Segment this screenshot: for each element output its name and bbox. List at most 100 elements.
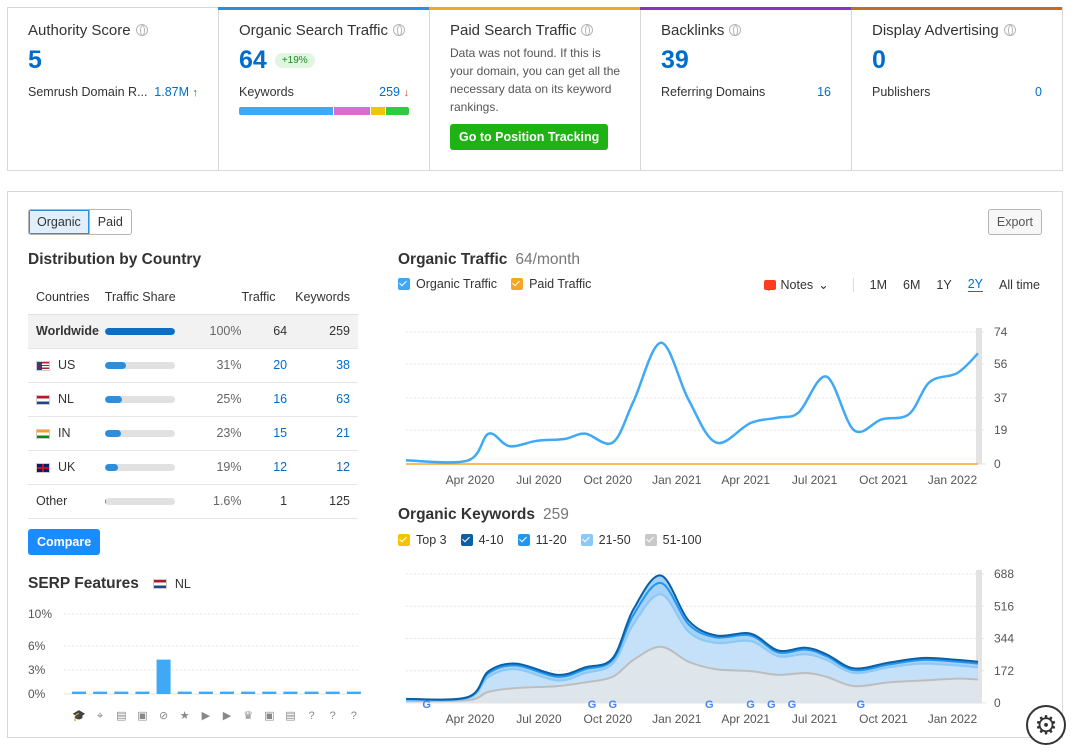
display-advertising-card[interactable]: Display Advertising 0 Publishers 0: [851, 7, 1062, 170]
serp-bar: [346, 691, 361, 694]
period-1m[interactable]: 1M: [869, 277, 888, 292]
tab-organic[interactable]: Organic: [29, 210, 90, 234]
globe-icon: [135, 24, 148, 36]
x-tick-label: Apr 2020: [446, 473, 495, 487]
traffic-cell[interactable]: 1: [241, 484, 296, 519]
serp-bar: [283, 691, 298, 694]
display-advertising-value[interactable]: 0: [872, 45, 886, 74]
compare-button[interactable]: Compare: [28, 529, 101, 555]
legend-item[interactable]: 4-10: [460, 533, 504, 547]
traffic-cell[interactable]: 12: [241, 450, 296, 485]
period-1y[interactable]: 1Y: [936, 277, 952, 292]
us-flag-icon: [36, 360, 50, 371]
y-tick-label: 688: [994, 567, 1014, 581]
legend-item[interactable]: 21-50: [580, 533, 631, 547]
semrush-rank-value[interactable]: 1.87M: [154, 85, 190, 99]
serp-bar: [220, 691, 234, 694]
document-icon: ▤: [116, 710, 126, 722]
period-all-time[interactable]: All time: [999, 277, 1040, 292]
authority-score-value[interactable]: 5: [28, 45, 42, 74]
referring-domains-value[interactable]: 16: [817, 85, 831, 99]
checkbox-icon[interactable]: [398, 534, 410, 546]
google-update-icon: G: [746, 699, 755, 711]
table-row[interactable]: Worldwide 100% 64 259: [28, 314, 358, 349]
y-tick-label: 0: [994, 696, 1001, 710]
traffic-cell[interactable]: 64: [241, 314, 296, 349]
legend-item[interactable]: 11-20: [517, 533, 567, 547]
traffic-cell[interactable]: 16: [241, 382, 296, 417]
keyword-bar-segment: [333, 107, 371, 115]
organic-keywords-subtitle: 259: [542, 506, 569, 523]
organic-traffic-chart-title: Organic Traffic: [398, 251, 508, 268]
checkbox-icon[interactable]: [517, 534, 530, 546]
keywords-cell[interactable]: 21: [295, 416, 358, 451]
google-update-icon: G: [588, 699, 597, 711]
backlinks-value[interactable]: 39: [661, 45, 689, 74]
legend-organic-traffic[interactable]: Organic Traffic: [398, 277, 497, 291]
legend-item[interactable]: 51-100: [644, 533, 702, 547]
keyword-bar-segment: [239, 107, 333, 115]
go-to-position-tracking-button[interactable]: Go to Position Tracking: [450, 124, 609, 150]
overview-panel: Organic Paid Export Distribution by Coun…: [7, 191, 1063, 738]
checkbox-icon[interactable]: [460, 534, 473, 546]
checkbox-icon[interactable]: [580, 534, 593, 546]
keywords-distribution-bar[interactable]: [239, 107, 409, 115]
table-row[interactable]: Other 1.6% 1 125: [28, 484, 358, 519]
keywords-cell[interactable]: 63: [295, 382, 358, 417]
traffic-share-bar: [104, 464, 175, 472]
period-2y[interactable]: 2Y: [967, 277, 984, 292]
crown-icon: ♛: [243, 710, 253, 722]
country-cell[interactable]: US: [28, 348, 105, 383]
backlinks-card[interactable]: Backlinks 39 Referring Domains 16: [640, 7, 851, 170]
play-icon: ▶: [202, 710, 211, 722]
organic-traffic-value[interactable]: 64: [239, 45, 267, 74]
share-percent: 19%: [206, 450, 242, 485]
export-button[interactable]: Export: [987, 209, 1042, 235]
table-row[interactable]: UK 19% 12 12: [28, 450, 358, 485]
settings-gear-icon[interactable]: ⚙: [1026, 705, 1066, 745]
authority-score-card[interactable]: Authority Score 5 Semrush Domain R... 1.…: [8, 8, 218, 170]
country-cell[interactable]: IN: [28, 416, 105, 451]
keywords-cell[interactable]: 12: [295, 450, 358, 485]
card-accent-bar: [429, 7, 640, 10]
keywords-cell[interactable]: 125: [295, 484, 358, 519]
y-tick-label: 6%: [28, 639, 46, 653]
keywords-cell[interactable]: 259: [295, 314, 358, 349]
serp-country: NL: [174, 577, 191, 591]
tab-paid[interactable]: Paid: [97, 215, 123, 229]
checkbox-icon[interactable]: [644, 534, 657, 546]
table-row[interactable]: NL 25% 16 63: [28, 382, 358, 417]
publishers-value[interactable]: 0: [1035, 85, 1042, 99]
checkbox-icon[interactable]: [511, 278, 524, 290]
legend-paid-traffic[interactable]: Paid Traffic: [511, 277, 591, 291]
publishers-label: Publishers: [872, 85, 931, 99]
country-cell[interactable]: UK: [28, 450, 105, 485]
x-tick-label: Jan 2021: [652, 712, 702, 726]
keywords-cell[interactable]: 38: [295, 348, 358, 383]
x-tick-label: Oct 2020: [584, 473, 633, 487]
share-percent: 25%: [206, 382, 242, 417]
table-row[interactable]: IN 23% 15 21: [28, 416, 358, 451]
series-area-51-100: [406, 646, 978, 703]
traffic-cell[interactable]: 20: [241, 348, 296, 383]
organic-traffic-chart[interactable]: 0 19 37 56 74 Apr 2020 Jul 2020 Oct 2020 Jan 202…: [398, 310, 1038, 490]
x-tick-label: Jul 2020: [516, 473, 562, 487]
organic-paid-toggle[interactable]: Organic Paid: [28, 209, 132, 235]
legend-item[interactable]: Top 3: [398, 533, 447, 547]
country-cell[interactable]: Other: [28, 484, 105, 519]
organic-keywords-chart[interactable]: 0 172 344 516 688 Apr 2020 Jul 2020 Oct 2020 Jan…: [398, 564, 1038, 729]
checkbox-icon[interactable]: [398, 278, 410, 290]
table-row[interactable]: US 31% 20 38: [28, 348, 358, 383]
country-cell[interactable]: Worldwide: [28, 314, 105, 349]
notes-dropdown[interactable]: Notes ⌄: [763, 277, 829, 292]
organic-traffic-card[interactable]: Organic Search Traffic 64 +19% Keywords 2…: [218, 7, 429, 170]
google-update-icon: G: [705, 699, 714, 711]
keywords-value[interactable]: 259: [379, 85, 401, 99]
keywords-label: Keywords: [239, 85, 294, 99]
traffic-cell[interactable]: 15: [241, 416, 296, 451]
country-name: US: [58, 358, 76, 372]
col-traffic: Traffic: [241, 281, 296, 315]
period-6m[interactable]: 6M: [903, 277, 921, 292]
share-bar-cell: [104, 450, 207, 485]
country-cell[interactable]: NL: [28, 382, 105, 417]
